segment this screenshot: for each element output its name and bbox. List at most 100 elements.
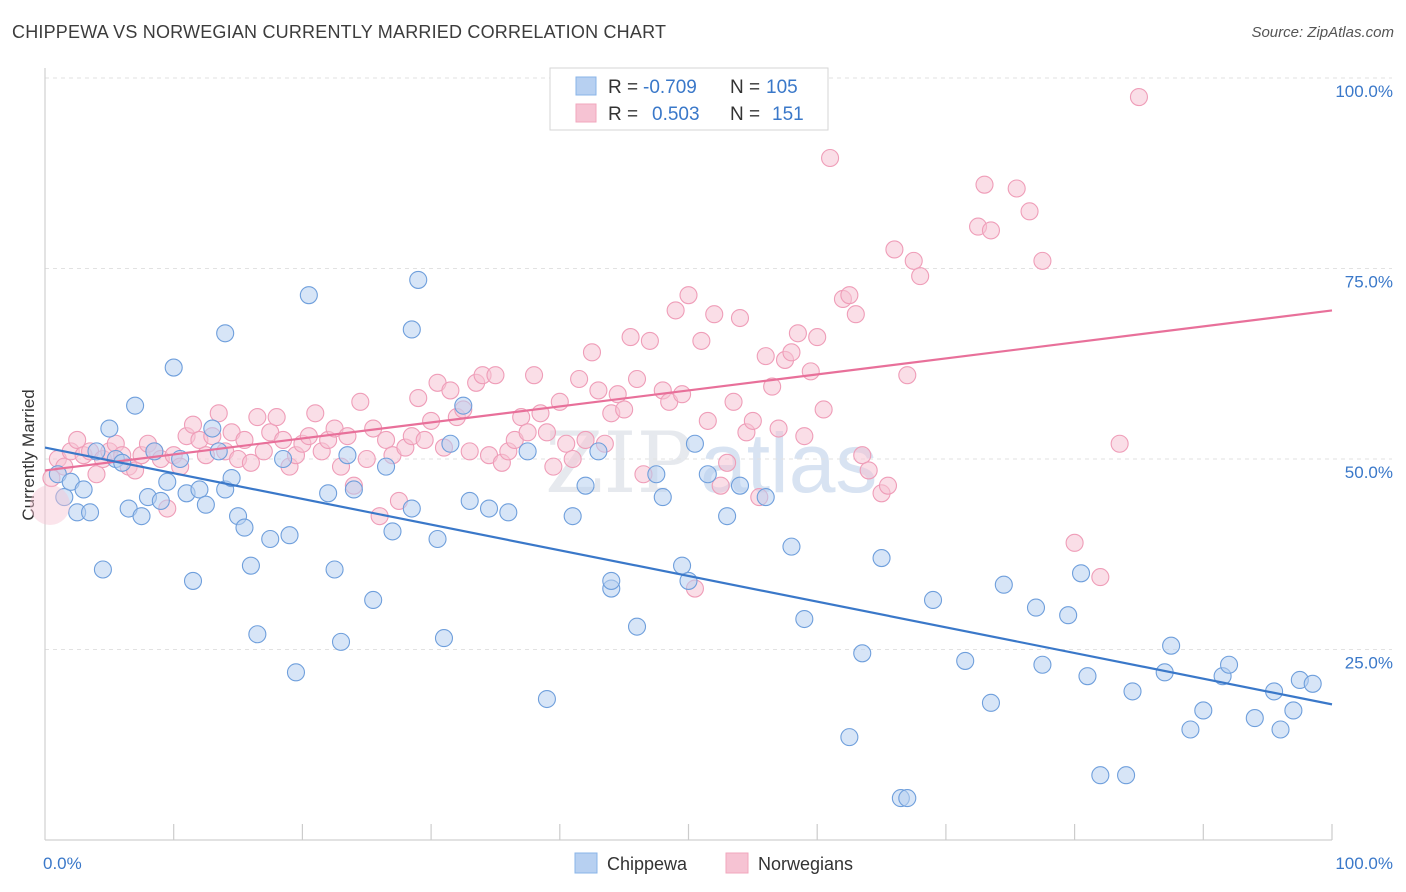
- data-point-chippewa: [840, 728, 859, 747]
- y-axis-tick-labels: 100.0% 75.0% 50.0% 25.0%: [1335, 82, 1393, 673]
- data-point-chippewa: [402, 499, 421, 518]
- data-point-norwegians: [692, 331, 711, 350]
- data-point-chippewa: [216, 324, 235, 343]
- data-point-chippewa: [248, 625, 267, 644]
- data-point-chippewa: [1303, 674, 1322, 693]
- data-point-chippewa: [1123, 682, 1142, 701]
- data-point-norwegians: [782, 343, 801, 362]
- data-point-norwegians: [808, 328, 827, 347]
- data-point-chippewa: [1091, 766, 1110, 785]
- data-point-chippewa: [428, 529, 447, 549]
- data-point-chippewa: [956, 651, 975, 670]
- series-norwegians: [42, 88, 1148, 598]
- data-point-chippewa: [1026, 598, 1046, 617]
- data-point-norwegians: [711, 476, 730, 495]
- trend-line-norwegians: [44, 309, 1333, 472]
- data-point-norwegians: [801, 362, 820, 381]
- data-point-norwegians: [724, 392, 743, 411]
- data-point-norwegians: [756, 347, 775, 366]
- correlation-legend: R = -0.709 N = 105 R = 0.503 N = 151: [549, 67, 829, 131]
- data-point-chippewa: [383, 522, 402, 541]
- data-point-norwegians: [183, 415, 203, 434]
- data-point-norwegians: [698, 411, 717, 430]
- data-point-norwegians: [679, 286, 698, 305]
- data-point-norwegians: [846, 305, 865, 324]
- data-point-chippewa: [1219, 655, 1239, 674]
- legend-r-label-chippewa: R =: [608, 77, 638, 98]
- legend-r-value-norwegians: 0.503: [652, 104, 700, 125]
- data-point-chippewa: [653, 488, 672, 507]
- y-tick-label: 75.0%: [1345, 273, 1393, 292]
- data-point-chippewa: [898, 789, 917, 808]
- data-point-chippewa: [331, 632, 351, 651]
- data-point-norwegians: [1033, 251, 1052, 270]
- data-point-norwegians: [338, 427, 357, 446]
- data-point-chippewa: [718, 507, 737, 526]
- data-point-norwegians: [357, 449, 376, 469]
- data-point-chippewa: [454, 396, 473, 415]
- data-point-norwegians: [666, 301, 685, 320]
- data-point-norwegians: [486, 366, 505, 385]
- data-point-chippewa: [576, 476, 595, 495]
- data-point-norwegians: [821, 148, 840, 168]
- data-point-norwegians: [840, 286, 859, 305]
- data-point-norwegians: [525, 366, 544, 385]
- data-point-chippewa: [479, 499, 499, 518]
- data-point-chippewa: [795, 609, 814, 629]
- data-point-chippewa: [241, 556, 260, 575]
- data-point-norwegians: [1129, 88, 1148, 107]
- data-point-norwegians: [409, 388, 428, 408]
- legend-swatch-chippewa: [575, 76, 597, 96]
- data-point-norwegians: [68, 430, 87, 450]
- data-point-chippewa: [602, 571, 621, 590]
- data-point-chippewa: [100, 419, 119, 438]
- data-point-chippewa: [274, 449, 293, 469]
- data-point-norwegians: [563, 449, 582, 469]
- data-point-norwegians: [441, 381, 460, 400]
- data-point-norwegians: [673, 385, 692, 404]
- data-point-chippewa: [460, 491, 479, 510]
- data-point-norwegians: [377, 430, 396, 450]
- data-point-chippewa: [158, 472, 177, 491]
- legend-n-label-norwegians: N =: [730, 104, 760, 125]
- data-point-chippewa: [1071, 564, 1091, 583]
- trend-line-chippewa: [44, 446, 1333, 706]
- trend-lines: [44, 309, 1333, 706]
- data-point-norwegians: [1110, 434, 1129, 453]
- y-tick-label: 50.0%: [1345, 463, 1393, 482]
- data-point-norwegians: [518, 423, 537, 442]
- data-point-norwegians: [1020, 202, 1039, 221]
- data-point-chippewa: [74, 480, 93, 499]
- data-point-chippewa: [235, 518, 254, 537]
- data-point-chippewa: [1245, 709, 1264, 728]
- data-point-chippewa: [434, 629, 454, 648]
- data-point-chippewa: [673, 556, 692, 575]
- cluster-marker: [30, 485, 70, 525]
- data-point-chippewa: [126, 396, 145, 415]
- data-point-chippewa: [203, 419, 222, 438]
- data-point-norwegians: [730, 308, 750, 328]
- data-point-norwegians: [627, 369, 647, 389]
- y-axis-label: Currently Married: [19, 389, 38, 520]
- data-point-norwegians: [981, 221, 1000, 240]
- data-point-norwegians: [537, 423, 556, 442]
- data-point-norwegians: [460, 442, 479, 461]
- x-tick-label-max: 100.0%: [1335, 854, 1393, 873]
- data-point-chippewa: [537, 689, 556, 709]
- data-point-chippewa: [441, 434, 460, 453]
- data-point-norwegians: [814, 400, 833, 419]
- data-point-chippewa: [299, 286, 318, 305]
- data-point-chippewa: [409, 270, 428, 289]
- data-point-norwegians: [582, 343, 602, 362]
- x-tick-label-min: 0.0%: [43, 854, 82, 873]
- data-point-chippewa: [1033, 655, 1052, 674]
- data-point-norwegians: [1007, 179, 1026, 198]
- data-point-chippewa: [209, 442, 228, 461]
- data-point-norwegians: [911, 267, 930, 286]
- data-point-norwegians: [415, 430, 434, 450]
- bottom-legend-label-chippewa: Chippewa: [607, 854, 688, 874]
- data-point-chippewa: [563, 507, 582, 526]
- data-point-norwegians: [544, 457, 563, 476]
- data-point-chippewa: [280, 526, 299, 545]
